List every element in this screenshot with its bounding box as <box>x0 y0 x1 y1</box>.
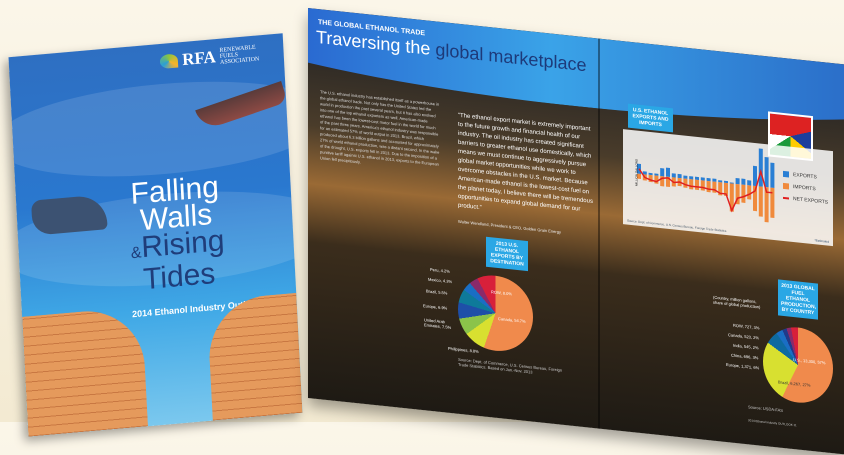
brick-wall-left <box>22 306 148 437</box>
pie2-source: Source: USDA-FAS <box>748 404 783 413</box>
pull-quote: “The ethanol export market is extremely … <box>458 112 593 240</box>
pie-label: ROW, 727, 3% <box>733 322 760 331</box>
export-bar <box>741 178 746 185</box>
pie-note: (Country, million gallons, share of glob… <box>713 294 761 310</box>
wave-decoration <box>8 69 303 189</box>
pie1-title-box: 2013 U.S. ETHANOL EXPORTS BY DESTINATION <box>486 236 528 272</box>
page-footer: 2014 Ethanol Industry OUTLOOK 11 <box>748 418 797 428</box>
rfa-logo-icon <box>159 53 179 70</box>
legend-swatch <box>783 182 789 190</box>
rfa-logo: RFA RENEWABLE FUELS ASSOCIATION <box>159 42 270 72</box>
export-bar <box>671 173 676 178</box>
exports-imports-chart: MILLION GALLONS EXPORTS IMPORTS NET EXPO… <box>623 129 833 247</box>
legend-label: NET EXPORTS <box>793 195 829 206</box>
spread-gutter <box>598 38 600 429</box>
pie2-title-box: 2013 GLOBAL FUEL ETHANOL PRODUCTION, BY … <box>778 279 818 320</box>
logo-text: RFA <box>181 47 217 70</box>
export-bar <box>695 176 699 181</box>
brochure-spread: THE GLOBAL ETHANOL TRADE Traversing the … <box>308 8 844 455</box>
export-bar <box>764 156 769 188</box>
logo-subtext: RENEWABLE FUELS ASSOCIATION <box>219 44 260 66</box>
export-bar <box>758 141 763 187</box>
export-bar <box>718 180 723 183</box>
export-bar <box>735 177 740 185</box>
legend-label: EXPORTS <box>793 171 817 181</box>
pie1-source: Source: Dept. of Commerce, U.S. Census B… <box>458 356 563 375</box>
export-bar <box>677 173 682 179</box>
legend-label: IMPORTS <box>793 183 816 193</box>
export-bar <box>654 173 659 176</box>
export-bar <box>642 171 647 175</box>
import-bar <box>729 183 734 212</box>
net-exports-line <box>638 168 773 213</box>
import-bar <box>654 175 659 184</box>
export-bar <box>689 176 694 180</box>
pie-label: Philippines, 8.8% <box>448 345 479 354</box>
body-text: The U.S. ethanol industry has establishe… <box>320 89 440 167</box>
import-bar <box>741 184 746 203</box>
export-bar <box>648 172 653 176</box>
import-bar <box>747 185 752 200</box>
brick-wall-right <box>206 292 303 421</box>
pie-exports-by-destination <box>458 271 533 355</box>
pie-label: Mexico, 4.3% <box>428 276 453 285</box>
pie-label: China, 696, 3% <box>731 352 759 361</box>
import-bar <box>724 182 728 197</box>
pie-label: United Arab Emirates, 7.5% <box>424 317 452 331</box>
cover-title: Falling Walls &Rising Tides <box>127 170 227 297</box>
import-bar <box>637 173 641 179</box>
pie-label: Canada, 523, 2% <box>728 332 759 341</box>
import-bar <box>695 179 699 191</box>
export-bar <box>666 167 670 178</box>
chart-plot <box>637 141 775 223</box>
brochure-cover: RFA RENEWABLE FUELS ASSOCIATION Falling … <box>8 33 303 437</box>
y-axis-label: MILLION GALLONS <box>634 158 639 187</box>
export-bar <box>747 180 752 186</box>
export-bar <box>660 168 665 177</box>
pie-label: Europe, 6.9% <box>423 303 448 311</box>
chart-title-box: U.S. ETHANOL EXPORTS AND IMPORTS <box>628 103 673 133</box>
fuel-nozzle-image <box>31 194 108 236</box>
export-bar <box>700 177 705 181</box>
export-bar <box>683 175 688 179</box>
export-bar <box>753 165 757 187</box>
title-line: Tides <box>142 256 217 297</box>
legend-swatch <box>783 170 789 178</box>
pie-label: Peru, 4.2% <box>430 266 450 274</box>
import-bar <box>706 180 711 193</box>
import-bar <box>689 179 694 190</box>
export-bar <box>770 162 775 189</box>
pie-label: Europe, 1,371, 6% <box>726 361 760 371</box>
pie-label: India, 545, 2% <box>733 342 759 351</box>
quote-text: “The ethanol export market is extremely … <box>458 112 593 213</box>
estimate-note: *Estimated <box>814 238 829 244</box>
import-bar <box>764 186 769 223</box>
export-bar <box>712 178 717 182</box>
import-bar <box>770 187 775 219</box>
import-bar <box>700 180 705 191</box>
export-bar <box>724 180 728 184</box>
legend-swatch <box>783 196 789 200</box>
pie-label: Brazil, 5.5% <box>426 288 448 296</box>
import-bar <box>683 178 688 188</box>
export-bar <box>706 177 711 182</box>
export-bar <box>729 182 734 184</box>
import-bar <box>758 186 763 217</box>
